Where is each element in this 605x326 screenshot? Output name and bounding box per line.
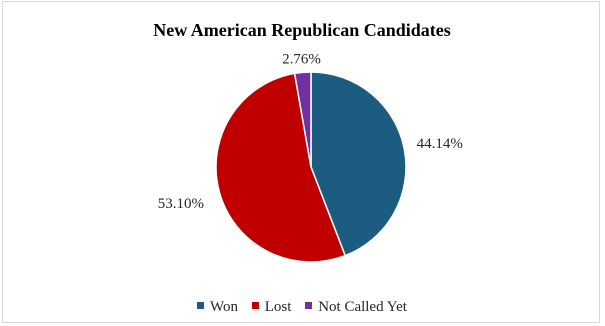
legend: Won Lost Not Called Yet — [3, 299, 601, 316]
data-label-not-called-yet: 2.76% — [282, 51, 321, 67]
legend-swatch-won — [197, 302, 205, 309]
pie-chart: 44.14% 53.10% 2.76% — [158, 51, 463, 263]
legend-item-lost: Lost — [251, 299, 292, 316]
data-label-won: 44.14% — [417, 136, 463, 152]
chart-title: New American Republican Candidates — [153, 20, 451, 40]
legend-item-won: Won — [197, 299, 238, 316]
legend-label-won: Won — [210, 299, 239, 315]
legend-label-lost: Lost — [264, 299, 292, 315]
legend-item-not-called-yet: Not Called Yet — [305, 299, 407, 316]
legend-label-not-called-yet: Not Called Yet — [318, 299, 407, 315]
legend-swatch-not-called-yet — [305, 302, 313, 309]
legend-swatch-lost — [251, 302, 259, 309]
pie-slice-won — [310, 71, 407, 257]
pie-slice-not-called-yet — [293, 71, 312, 168]
pie-slice-lost — [215, 72, 347, 263]
chart-frame: New American Republican Candidates 44.14… — [2, 1, 600, 323]
data-label-lost: 53.10% — [158, 196, 204, 212]
